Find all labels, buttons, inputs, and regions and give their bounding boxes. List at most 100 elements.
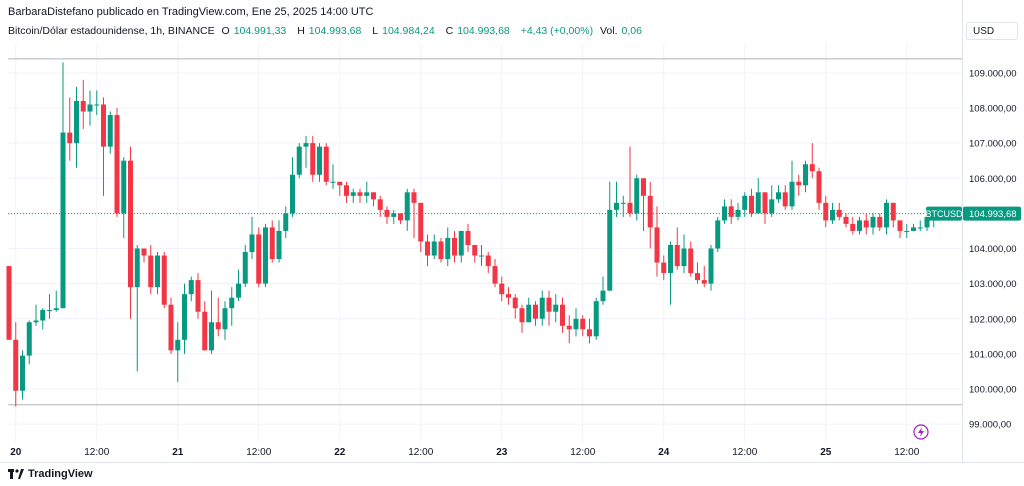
candle (371, 192, 376, 207)
x-tick-label: 12:00 (246, 447, 271, 458)
price-tag-symbol-box (926, 206, 962, 221)
price-tag-value-box (963, 206, 1021, 221)
lightning-icon-bolt (918, 427, 924, 437)
candle (654, 206, 660, 277)
currency-selector[interactable]: USD (966, 22, 1018, 40)
candle (445, 227, 451, 267)
candle (6, 266, 12, 340)
y-tick-label: 108.000,00 (969, 104, 1017, 115)
candle-body (614, 202, 619, 210)
candle (580, 315, 586, 337)
candle (33, 304, 39, 326)
candle (74, 86, 79, 168)
candle-body (735, 209, 741, 217)
candle (917, 220, 923, 231)
candle-body (209, 322, 214, 351)
candle-body (904, 230, 910, 232)
candle-body (296, 146, 302, 175)
candle-body (161, 255, 167, 305)
candle (357, 188, 363, 203)
candle-body (917, 227, 923, 229)
candle (870, 213, 876, 235)
y-tick-label: 103.000,00 (969, 279, 1017, 290)
candle (195, 273, 201, 319)
high-value: H 104.993,68 (297, 25, 362, 37)
candle (87, 90, 93, 126)
candle-body (580, 318, 586, 330)
candle-body (377, 199, 383, 210)
candle-body (479, 255, 484, 257)
candle-body (371, 192, 376, 200)
candle-body (877, 216, 883, 228)
candle (101, 97, 106, 196)
candle-body (40, 309, 46, 321)
candle (803, 160, 808, 193)
candle (512, 294, 518, 319)
candle-body (897, 220, 903, 231)
candle-body (499, 283, 505, 295)
candle-body (229, 297, 235, 309)
candle-body (107, 115, 113, 147)
candle-body (890, 202, 896, 221)
candle (647, 181, 653, 249)
candle (863, 213, 869, 235)
y-tick-label: 109.000,00 (969, 68, 1017, 79)
y-tick-label: 107.000,00 (969, 139, 1017, 150)
candle-body (94, 104, 100, 106)
grid (8, 44, 962, 442)
candle (519, 304, 525, 333)
candle (762, 192, 768, 224)
candle (256, 227, 262, 288)
candle-body (560, 304, 565, 326)
price-tag: BTCUSD 104.993,68 (925, 206, 1021, 221)
candle (641, 178, 646, 231)
candle (688, 241, 694, 277)
candle-body (33, 320, 39, 323)
tradingview-logo[interactable]: TradingView (8, 468, 93, 480)
candle-body (263, 227, 268, 284)
candle (566, 315, 572, 344)
candle-body (330, 181, 336, 183)
candle-body (350, 192, 356, 196)
candle-body (654, 227, 660, 263)
candle (128, 146, 133, 319)
candle (53, 290, 59, 312)
brand-name: TradingView (28, 468, 93, 480)
candle-body (607, 209, 613, 291)
candle-body (539, 297, 545, 319)
candle (161, 252, 167, 309)
candle (202, 301, 208, 351)
candle-body (823, 202, 829, 221)
candle (175, 322, 181, 382)
candle-body (512, 297, 518, 309)
candle-body (769, 199, 775, 214)
close-value: C 104.993,68 (445, 25, 510, 37)
candle (728, 199, 734, 224)
candle-body (701, 280, 707, 284)
candle (614, 181, 619, 217)
candle (47, 294, 52, 319)
candle-body (269, 227, 275, 260)
candle-body (215, 322, 221, 330)
candle (884, 199, 889, 235)
candle (60, 62, 66, 309)
candle-body (303, 143, 309, 147)
candle (789, 160, 795, 210)
candle-body (236, 283, 241, 298)
candle-body (553, 304, 559, 312)
candle-body (121, 160, 127, 214)
candle (114, 108, 120, 217)
ohlc-legend: Bitcoin/Dólar estadounidense, 1h, BINANC… (8, 25, 650, 37)
candle-body (188, 280, 194, 295)
candle-body (384, 209, 390, 217)
candle-body (80, 100, 86, 112)
open-value: O 104.991,33 (221, 25, 287, 37)
x-tick-label: 12:00 (408, 447, 433, 458)
candle (148, 244, 154, 295)
axes: 99.000,00 100.000,00 101.000,00 102.000,00 1… (0, 0, 1024, 463)
candle (40, 308, 46, 330)
candle-body (506, 294, 511, 298)
candle (681, 234, 687, 274)
candle-body (74, 100, 79, 144)
